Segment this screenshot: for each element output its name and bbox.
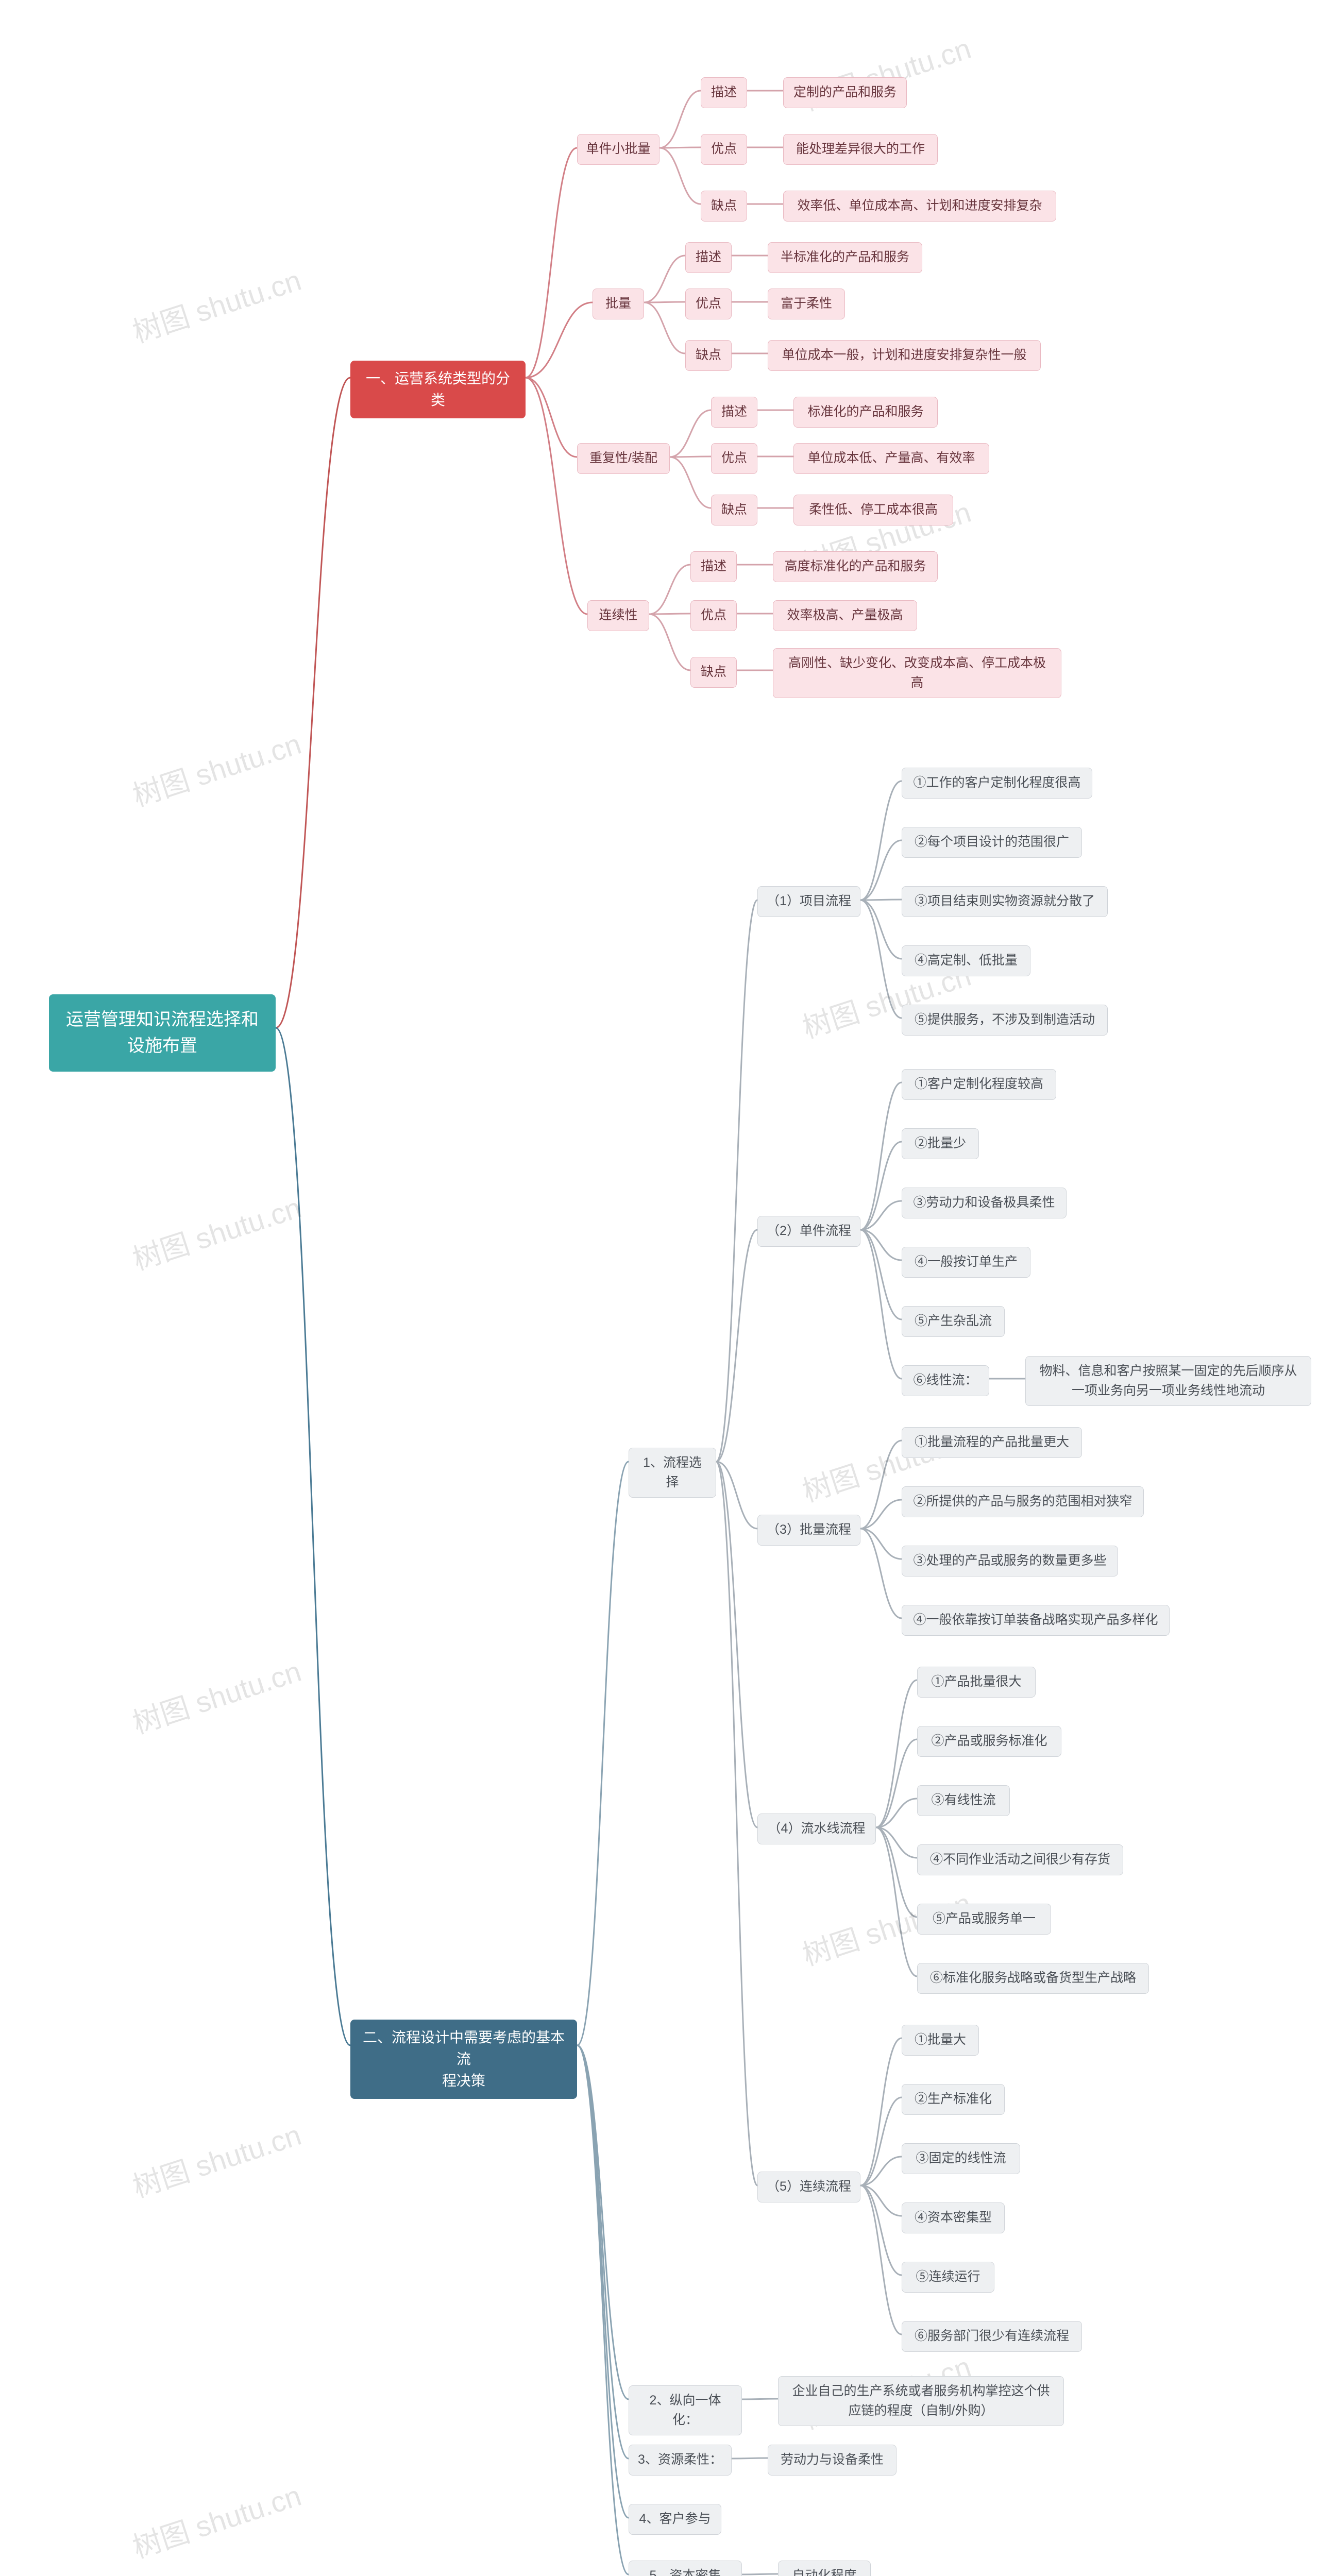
watermark: 树图 shutu.cn	[127, 2473, 306, 2567]
mindmap-node-n21d4[interactable]: ④不同作业活动之间很少有存货	[917, 1844, 1123, 1875]
mindmap-node-n1a3d[interactable]: 效率低、单位成本高、计划和进度安排复杂	[783, 191, 1056, 222]
mindmap-node-n21d[interactable]: （4）流水线流程	[757, 1814, 876, 1844]
mindmap-node-n1d1[interactable]: 描述	[690, 551, 737, 582]
watermark: 树图 shutu.cn	[127, 1649, 306, 1742]
mindmap-node-n1b1[interactable]: 描述	[685, 242, 732, 273]
mindmap-node-n1c2[interactable]: 优点	[711, 443, 757, 474]
mindmap-node-n1c3d[interactable]: 柔性低、停工成本很高	[793, 495, 953, 526]
mindmap-node-n1b3d[interactable]: 单位成本一般，计划和进度安排复杂性一般	[768, 340, 1041, 371]
mindmap-canvas: 树图 shutu.cn 树图 shutu.cn 树图 shutu.cn 树图 shut…	[0, 0, 1319, 2576]
mindmap-node-n23[interactable]: 3、资源柔性：	[629, 2445, 732, 2476]
mindmap-node-n1d2[interactable]: 优点	[690, 600, 737, 631]
mindmap-node-n21d3[interactable]: ③有线性流	[917, 1785, 1010, 1816]
watermark: 树图 shutu.cn	[127, 258, 306, 351]
mindmap-node-n1b2d[interactable]: 富于柔性	[768, 289, 845, 319]
mindmap-node-n21e2[interactable]: ②生产标准化	[902, 2084, 1005, 2115]
mindmap-node-n1b2[interactable]: 优点	[685, 289, 732, 319]
mindmap-node-n21a1[interactable]: ①工作的客户定制化程度很高	[902, 768, 1092, 799]
mindmap-node-n21d1[interactable]: ①产品批量很大	[917, 1667, 1036, 1698]
mindmap-node-n21e4[interactable]: ④资本密集型	[902, 2202, 1005, 2233]
mindmap-node-n25[interactable]: 5、资本密集度：	[629, 2561, 742, 2576]
mindmap-node-n1b3[interactable]: 缺点	[685, 340, 732, 371]
mindmap-node-n21a2[interactable]: ②每个项目设计的范围很广	[902, 827, 1082, 858]
mindmap-node-n1d3d[interactable]: 高刚性、缺少变化、改变成本高、停工成本极 高	[773, 648, 1061, 698]
mindmap-node-n1d1d[interactable]: 高度标准化的产品和服务	[773, 551, 938, 582]
mindmap-node-n1[interactable]: 一、运营系统类型的分类	[350, 361, 526, 418]
mindmap-node-n21b[interactable]: （2）单件流程	[757, 1216, 860, 1247]
mindmap-node-n21b3[interactable]: ③劳动力和设备极具柔性	[902, 1188, 1067, 1218]
connector-layer	[0, 0, 1319, 2576]
mindmap-node-n1a3[interactable]: 缺点	[701, 191, 747, 222]
mindmap-node-n1a2d[interactable]: 能处理差异很大的工作	[783, 134, 938, 165]
mindmap-node-n21c1[interactable]: ①批量流程的产品批量更大	[902, 1427, 1082, 1458]
mindmap-node-n21a4[interactable]: ④高定制、低批量	[902, 945, 1030, 976]
mindmap-node-n23d[interactable]: 劳动力与设备柔性	[768, 2445, 897, 2476]
watermark: 树图 shutu.cn	[127, 721, 306, 815]
mindmap-node-n1b[interactable]: 批量	[593, 289, 644, 319]
mindmap-node-n21c2[interactable]: ②所提供的产品与服务的范围相对狭窄	[902, 1486, 1144, 1517]
mindmap-node-n1c2d[interactable]: 单位成本低、产量高、有效率	[793, 443, 989, 474]
mindmap-node-n21d2[interactable]: ②产品或服务标准化	[917, 1726, 1061, 1757]
mindmap-node-n21e5[interactable]: ⑤连续运行	[902, 2262, 994, 2293]
mindmap-node-n1b1d[interactable]: 半标准化的产品和服务	[768, 242, 922, 273]
mindmap-node-n1a1[interactable]: 描述	[701, 77, 747, 108]
mindmap-node-n21[interactable]: 1、流程选择	[629, 1448, 716, 1498]
mindmap-node-n1c[interactable]: 重复性/装配	[577, 443, 670, 474]
mindmap-node-n25d[interactable]: 自动化程度	[778, 2561, 871, 2576]
mindmap-node-n1d3[interactable]: 缺点	[690, 657, 737, 688]
mindmap-node-n21c[interactable]: （3）批量流程	[757, 1515, 860, 1546]
mindmap-node-n21a3[interactable]: ③项目结束则实物资源就分散了	[902, 886, 1108, 917]
mindmap-node-n21b1[interactable]: ①客户定制化程度较高	[902, 1069, 1056, 1100]
mindmap-node-n21a5[interactable]: ⑤提供服务，不涉及到制造活动	[902, 1005, 1108, 1036]
mindmap-node-root[interactable]: 运营管理知识流程选择和 设施布置	[49, 994, 276, 1072]
mindmap-node-n21d6[interactable]: ⑥标准化服务战略或备货型生产战略	[917, 1963, 1149, 1994]
mindmap-node-n21a[interactable]: （1）项目流程	[757, 886, 860, 917]
mindmap-node-n21e[interactable]: （5）连续流程	[757, 2172, 860, 2202]
mindmap-node-n1a2[interactable]: 优点	[701, 134, 747, 165]
mindmap-node-n24[interactable]: 4、客户参与	[629, 2504, 721, 2535]
watermark: 树图 shutu.cn	[127, 1185, 306, 1279]
mindmap-node-n21b2[interactable]: ②批量少	[902, 1128, 979, 1159]
mindmap-node-n1a[interactable]: 单件小批量	[577, 134, 660, 165]
mindmap-node-n1c3[interactable]: 缺点	[711, 495, 757, 526]
mindmap-node-n1d2d[interactable]: 效率极高、产量极高	[773, 600, 917, 631]
mindmap-node-n1a1d[interactable]: 定制的产品和服务	[783, 77, 907, 108]
mindmap-node-n21c3[interactable]: ③处理的产品或服务的数量更多些	[902, 1546, 1118, 1577]
mindmap-node-n21e1[interactable]: ①批量大	[902, 2025, 979, 2056]
mindmap-node-n22d[interactable]: 企业自己的生产系统或者服务机构掌控这个供 应链的程度（自制/外购）	[778, 2376, 1064, 2426]
mindmap-node-n21e3[interactable]: ③固定的线性流	[902, 2143, 1020, 2174]
mindmap-node-n2[interactable]: 二、流程设计中需要考虑的基本流 程决策	[350, 2020, 577, 2099]
mindmap-node-n1d[interactable]: 连续性	[587, 600, 649, 631]
mindmap-node-n21b6[interactable]: ⑥线性流：	[902, 1365, 989, 1396]
mindmap-node-n21e6[interactable]: ⑥服务部门很少有连续流程	[902, 2321, 1082, 2352]
mindmap-node-n22[interactable]: 2、纵向一体化：	[629, 2385, 742, 2435]
mindmap-node-n21b5[interactable]: ⑤产生杂乱流	[902, 1306, 1005, 1337]
mindmap-node-n1c1[interactable]: 描述	[711, 397, 757, 428]
watermark: 树图 shutu.cn	[127, 2112, 306, 2206]
mindmap-node-n21b4[interactable]: ④一般按订单生产	[902, 1247, 1030, 1278]
mindmap-node-n1c1d[interactable]: 标准化的产品和服务	[793, 397, 938, 428]
mindmap-node-n21d5[interactable]: ⑤产品或服务单一	[917, 1904, 1051, 1935]
mindmap-node-n21c4[interactable]: ④一般依靠按订单装备战略实现产品多样化	[902, 1605, 1170, 1636]
mindmap-node-n21b6d[interactable]: 物料、信息和客户按照某一固定的先后顺序从 一项业务向另一项业务线性地流动	[1025, 1356, 1311, 1406]
